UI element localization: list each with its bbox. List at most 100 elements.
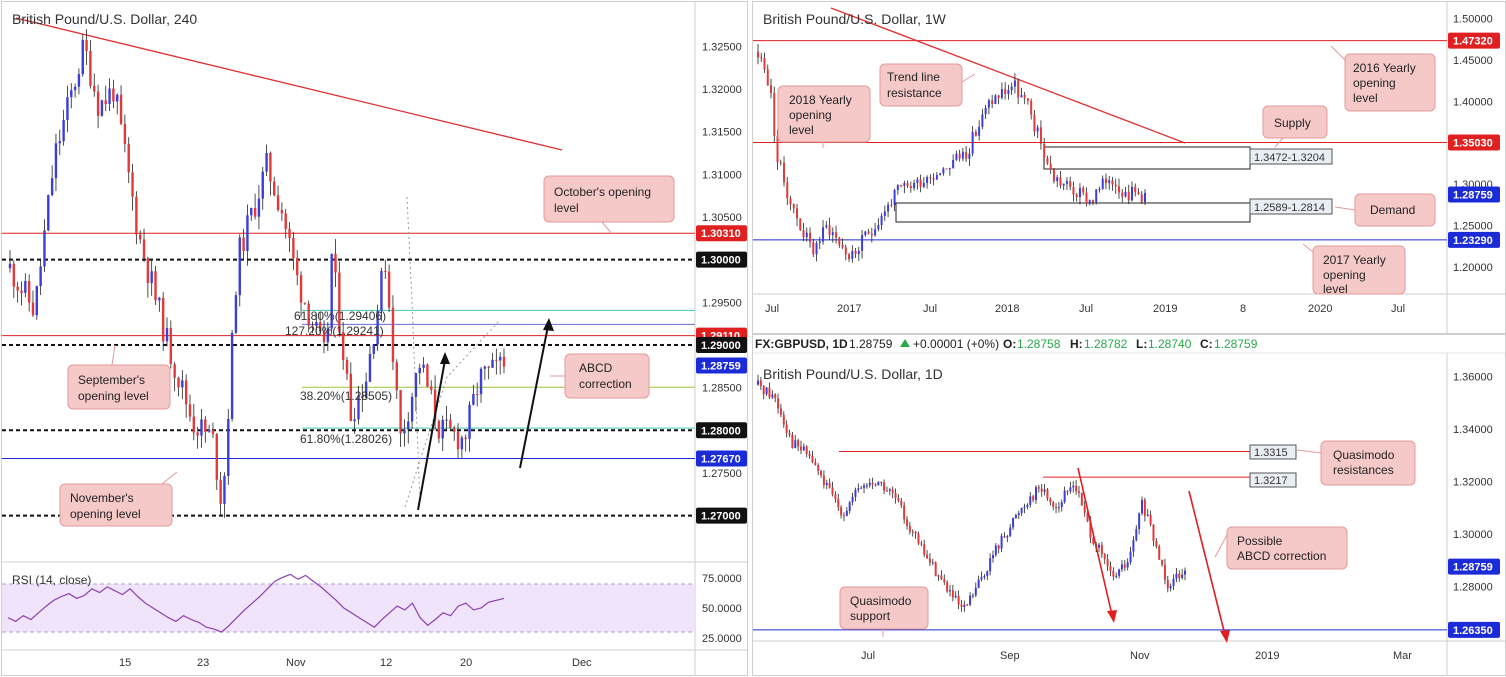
candle-body — [880, 216, 883, 226]
supply-zone-tag: 1.3472-1.3204 — [1249, 148, 1333, 165]
candle-body — [73, 86, 77, 91]
note-2016-yearly-opening: 2016 Yearly opening level — [1330, 45, 1436, 112]
candle-body — [265, 152, 268, 172]
candle-body — [765, 387, 768, 395]
x-tick: Mar — [1393, 650, 1412, 662]
candle-body — [230, 332, 234, 419]
candle-body — [85, 39, 88, 51]
candle-body — [854, 250, 857, 254]
candle-body — [1158, 546, 1161, 560]
x-tick: 2017 — [837, 303, 861, 315]
arrow-head-2 — [543, 318, 554, 331]
candle-body — [403, 429, 406, 434]
price-tag-label: 1.28000 — [701, 425, 741, 437]
candle-body — [1114, 184, 1117, 187]
candle-body — [441, 419, 444, 439]
candle-body — [1152, 524, 1155, 541]
candle-body — [1072, 186, 1075, 195]
candle-body — [896, 185, 899, 190]
candle-body — [1178, 573, 1181, 578]
candle-body — [851, 250, 854, 260]
chart-panel-daily[interactable]: FX:GBPUSD, 1D 1.28759 +0.00001 (+0%) O: … — [752, 334, 1506, 676]
arrow-black-2 — [519, 325, 549, 469]
candle-body — [1135, 529, 1138, 541]
chart-panel-h4[interactable]: 61.80%(1.29406) 127.20%(1.29241) 38.20%(… — [1, 1, 748, 676]
x-tick: Jul — [765, 303, 779, 315]
candle-body — [771, 394, 774, 398]
candle-body — [296, 257, 299, 276]
candle-body — [315, 322, 318, 326]
note-line: opening level — [78, 389, 149, 403]
candle-body — [1060, 502, 1063, 508]
candle-body — [796, 208, 799, 219]
candle-body — [831, 232, 834, 236]
note-line: opening — [789, 108, 832, 122]
candle-body — [906, 519, 909, 526]
x-tick: 2019 — [1153, 303, 1177, 315]
candle-body — [1104, 178, 1107, 184]
candle-body — [955, 153, 958, 161]
x-tick: Jul — [1391, 303, 1405, 315]
candle-body — [900, 185, 903, 187]
candle-body — [1130, 186, 1133, 201]
candle-body — [192, 416, 196, 433]
note-line: opening — [1353, 76, 1396, 90]
price-tag — [1448, 186, 1500, 203]
candle-body — [460, 437, 464, 450]
candle-body — [820, 470, 823, 476]
d1-arrows — [1077, 467, 1230, 643]
candle-body — [811, 456, 814, 463]
x-tick: 2020 — [1308, 303, 1332, 315]
candle-body — [8, 263, 12, 269]
candle-body — [789, 198, 792, 205]
candle-body — [66, 97, 69, 120]
chart-panel-weekly[interactable]: 1.3472-1.3204 1.2589-1.2814 2016 Yearly … — [752, 1, 1506, 334]
candle-body — [951, 590, 954, 598]
candle-body — [93, 85, 96, 92]
candle-body — [154, 271, 157, 301]
candle-body — [945, 168, 948, 170]
rsi-band — [2, 584, 695, 632]
candle-body — [792, 204, 795, 209]
candle-body — [1029, 496, 1032, 505]
candle-body — [1009, 527, 1012, 537]
zone-label: 1.3472-1.3204 — [1254, 152, 1325, 164]
candle-body — [965, 151, 968, 159]
candle-body — [449, 419, 452, 428]
candle-body — [1026, 98, 1029, 101]
candle-body — [1075, 485, 1078, 492]
d1-chart-svg: FX:GBPUSD, 1D 1.28759 +0.00001 (+0%) O: … — [753, 337, 1505, 675]
candle-body — [1101, 178, 1104, 190]
candle-body — [1012, 518, 1015, 528]
candle-body — [1120, 564, 1123, 570]
price-tag — [696, 357, 747, 374]
candle-body — [326, 328, 330, 343]
candle-body — [269, 152, 272, 182]
price-tag-label: 1.35030 — [1453, 138, 1493, 150]
candle-body — [1106, 559, 1109, 567]
note-quasimodo-support: Quasimodo support — [839, 586, 929, 637]
candle-body — [1141, 499, 1144, 514]
candle-body — [1065, 181, 1068, 184]
candle-body — [911, 531, 914, 533]
candle-body — [181, 380, 184, 388]
candle-body — [885, 490, 888, 492]
candle-body — [974, 587, 977, 596]
candle-body — [802, 446, 805, 451]
candle-body — [211, 429, 215, 435]
candle-body — [1059, 177, 1062, 186]
candle-body — [280, 209, 284, 214]
candle-body — [361, 395, 364, 398]
candle-body — [1132, 540, 1135, 552]
d1-candles — [757, 374, 1186, 612]
y-tick: 1.31500 — [702, 127, 742, 139]
candle-body — [437, 421, 441, 439]
h-value: 1.28782 — [1084, 337, 1128, 351]
candle-body — [1112, 570, 1115, 577]
candle-body — [502, 356, 506, 367]
price-tag — [696, 336, 747, 353]
candle-body — [12, 263, 16, 287]
candle-body — [779, 162, 782, 164]
x-tick: Dec — [572, 657, 592, 669]
candle-body — [1056, 177, 1059, 182]
